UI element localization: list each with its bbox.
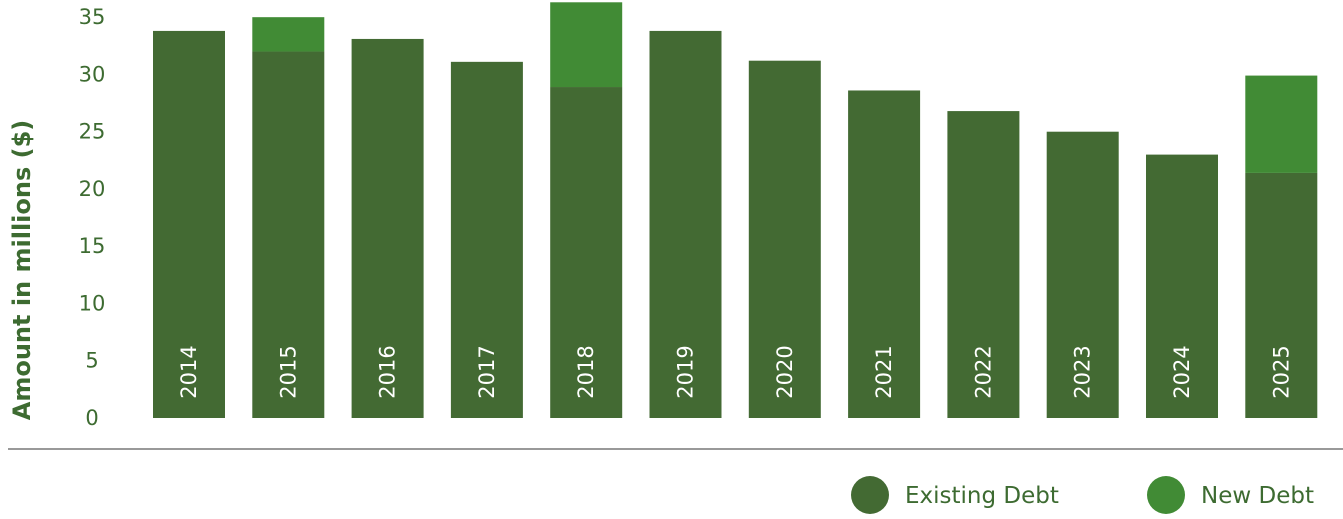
bar-existing-debt-2025 <box>1245 172 1318 418</box>
category-label: 2022 <box>971 345 995 398</box>
y-tick-label: 35 <box>79 5 106 29</box>
y-tick-label: 0 <box>85 406 98 430</box>
legend-label-new-debt: New Debt <box>1201 483 1314 509</box>
category-labels: 2014 2015 2016 2017 2018 2019 2020 2021 2022 2023… <box>177 345 1293 398</box>
bar-existing-debt-2020 <box>748 60 821 418</box>
category-label: 2014 <box>177 345 201 398</box>
y-tick-label: 25 <box>79 120 106 144</box>
y-tick-label: 30 <box>79 62 106 86</box>
bar-existing-debt-2023 <box>1046 131 1119 419</box>
bar-new-debt-2018 <box>550 2 623 88</box>
category-label: 2019 <box>674 345 698 398</box>
legend-label-existing-debt: Existing Debt <box>905 483 1059 509</box>
bar-existing-debt-2024 <box>1146 154 1218 419</box>
category-label: 2018 <box>574 345 598 398</box>
category-label: 2015 <box>276 345 300 398</box>
bar-new-debt-2025 <box>1245 75 1318 173</box>
category-label: 2017 <box>475 345 499 398</box>
y-tick-label: 10 <box>79 291 106 315</box>
category-label: 2021 <box>872 345 896 398</box>
category-label: 2020 <box>773 345 797 398</box>
category-label: 2023 <box>1071 345 1095 398</box>
legend-marker-existing-debt <box>851 476 889 514</box>
bar-existing-debt-2022 <box>947 111 1020 418</box>
bar-existing-debt-2019 <box>649 30 722 419</box>
bar-existing-debt-2017 <box>450 61 523 418</box>
bar-existing-debt-2015 <box>252 51 325 419</box>
bar-existing-debt-2018 <box>550 87 623 418</box>
bar-existing-debt-2014 <box>153 30 225 419</box>
y-axis-label: Amount in millions ($) <box>8 120 36 421</box>
y-tick-label: 5 <box>85 349 98 373</box>
bar-existing-debt-2016 <box>351 38 424 419</box>
bar-new-debt-2015 <box>252 17 325 52</box>
bar-existing-debt-2021 <box>848 90 921 419</box>
category-label: 2016 <box>376 345 400 398</box>
y-tick-label: 15 <box>79 234 106 258</box>
category-label: 2025 <box>1269 345 1293 398</box>
y-tick-label: 20 <box>79 177 106 201</box>
category-label: 2024 <box>1170 345 1194 398</box>
legend: Existing Debt New Debt <box>851 476 1314 514</box>
bars <box>153 2 1318 419</box>
y-axis-ticks: 0 5 10 15 20 25 30 35 <box>79 5 106 430</box>
legend-marker-new-debt <box>1147 476 1185 514</box>
